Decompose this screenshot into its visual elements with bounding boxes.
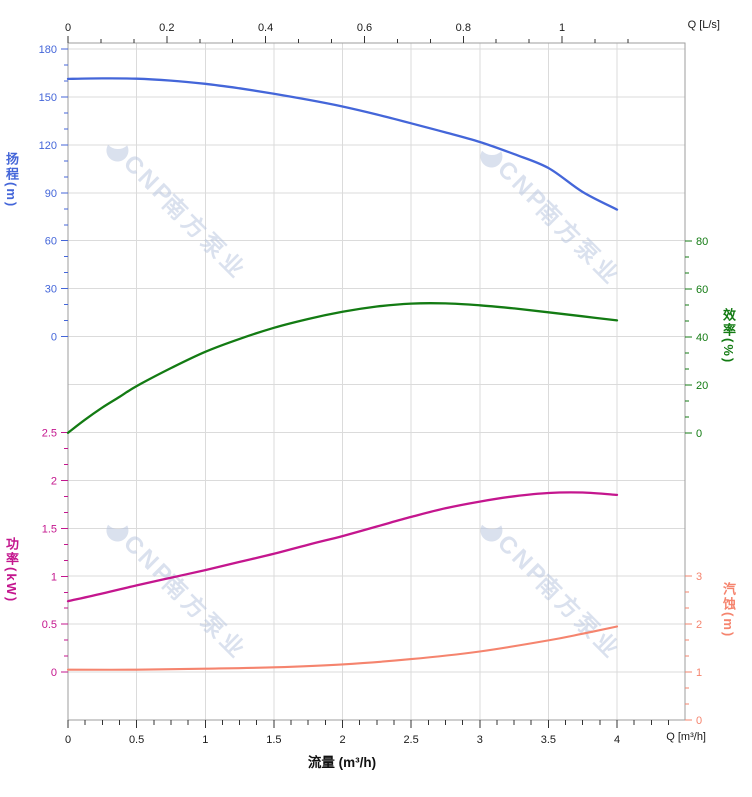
tick-label: 0: [51, 332, 57, 344]
tick-label: 1: [202, 734, 208, 746]
tick-label: 120: [39, 140, 57, 152]
tick-label: 150: [39, 92, 57, 104]
tick-label: 0.5: [129, 734, 144, 746]
tick-label: 1.5: [266, 734, 281, 746]
efficiency-axis-unit: (%): [721, 338, 736, 365]
tick-label: 60: [696, 284, 708, 296]
tick-label: 2.5: [42, 428, 57, 440]
tick-label: 2: [696, 619, 702, 631]
tick-label: 90: [45, 188, 57, 200]
cnp-logo-icon: [480, 524, 503, 542]
tick-label: 1: [696, 667, 702, 679]
tick-label: 1.5: [42, 523, 57, 535]
tick-label: 60: [45, 236, 57, 248]
tick-label: 0: [51, 667, 57, 679]
tick-label: 0: [696, 428, 702, 440]
head-axis-title: 扬程(m): [4, 152, 19, 209]
tick-label: 0.8: [456, 22, 471, 34]
head-axis-unit: (m): [4, 182, 19, 209]
npsh-axis-unit: (m): [721, 612, 736, 639]
power-curve: [66, 491, 619, 603]
tick-label: 2: [51, 476, 57, 488]
cnp-logo-icon: [480, 150, 503, 168]
axes: 0 0.2 0.4 0.6 0.8 10 0.5 1 1.5 2 2.5 3 3.5 4180150120…: [39, 22, 709, 746]
tick-label: 4: [614, 734, 620, 746]
top-axis-unit-label: Q [L/s]: [687, 19, 720, 31]
tick-label: 0: [65, 734, 71, 746]
tick-label: 2: [339, 734, 345, 746]
watermark-name: 南方泵业: [532, 570, 627, 665]
tick-label: 0.5: [42, 619, 57, 631]
tick-label: 0.2: [159, 22, 174, 34]
tick-label: 20: [696, 380, 708, 392]
tick-label: 180: [39, 44, 57, 56]
tick-label: 80: [696, 236, 708, 248]
watermark-name: 南方泵业: [532, 196, 627, 291]
npsh-curve: [66, 625, 619, 671]
tick-label: 1: [559, 22, 565, 34]
x-axis-title: 流量 (m³/h): [307, 755, 377, 770]
npsh-axis-title: 汽蚀(m): [721, 582, 736, 639]
gridlines: [68, 43, 685, 720]
tick-label: 2.5: [403, 734, 418, 746]
head-curve: [66, 77, 619, 211]
tick-label: 40: [696, 332, 708, 344]
tick-label: 1: [51, 571, 57, 583]
head-axis-label: 扬程: [4, 152, 19, 182]
tick-label: 0: [65, 22, 71, 34]
tick-label: 0: [696, 715, 702, 727]
tick-label: 3: [696, 571, 702, 583]
tick-label: 0.6: [357, 22, 372, 34]
power-axis-unit: (kW): [4, 567, 19, 604]
tick-label: 3.5: [541, 734, 556, 746]
power-axis-title: 功率(kW): [4, 537, 19, 604]
efficiency-axis-label: 效率: [721, 308, 736, 338]
cnp-logo-icon: [106, 524, 129, 542]
cnp-logo-icon: [106, 144, 129, 162]
tick-label: 3: [477, 734, 483, 746]
npsh-axis-label: 汽蚀: [721, 582, 736, 612]
tick-label: 0.4: [258, 22, 273, 34]
bottom-axis-unit-label: Q [m³/h]: [666, 731, 706, 743]
efficiency-curve: [66, 302, 619, 434]
efficiency-axis-title: 效率(%): [721, 308, 736, 365]
tick-label: 30: [45, 284, 57, 296]
power-axis-label: 功率: [4, 537, 19, 567]
curves: [66, 77, 619, 671]
